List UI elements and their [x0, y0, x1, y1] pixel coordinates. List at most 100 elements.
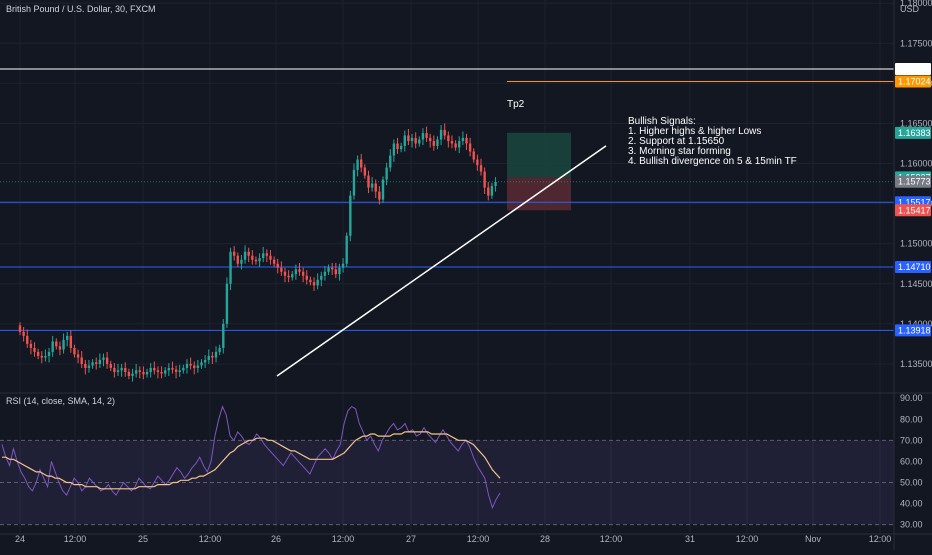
- candle-body: [98, 359, 102, 364]
- price-tag-label: 1.15773: [898, 177, 931, 187]
- candle-body: [207, 355, 210, 360]
- candle-body: [272, 259, 276, 264]
- candle-body: [44, 355, 47, 358]
- candle-body: [374, 183, 377, 192]
- candle-body: [291, 274, 294, 278]
- candle-body: [287, 275, 290, 278]
- candle-body: [124, 367, 127, 372]
- candle-body: [341, 263, 345, 268]
- candle-body: [178, 370, 181, 372]
- candle-body: [316, 279, 319, 286]
- time-tick-label: 12:00: [600, 534, 623, 544]
- candle-body: [69, 335, 73, 348]
- candle-body: [138, 370, 141, 372]
- candle-body: [174, 369, 178, 372]
- time-tick-label: 12:00: [467, 534, 490, 544]
- candle-body: [225, 283, 229, 324]
- candle-body: [156, 370, 160, 372]
- candle-body: [84, 363, 87, 368]
- candle-body: [363, 167, 367, 176]
- note-title: Bullish Signals:: [628, 116, 696, 127]
- candle-body: [203, 359, 207, 363]
- horizontal-lines: [0, 68, 894, 331]
- candle-body: [312, 282, 316, 286]
- candle-body: [432, 141, 436, 146]
- candle-body: [211, 355, 214, 358]
- candle-body: [490, 185, 494, 196]
- candle-body: [218, 347, 221, 352]
- price-tick-label: 1.18000: [900, 0, 932, 8]
- candle-body: [232, 251, 236, 256]
- candle-body: [334, 269, 338, 275]
- candle-body: [301, 271, 305, 276]
- candle-body: [428, 137, 432, 142]
- rsi-ma-line: [2, 431, 501, 490]
- candle-body: [468, 143, 472, 152]
- candle-body: [40, 355, 43, 358]
- candle-body: [454, 143, 457, 148]
- price-tick-label: 1.13500: [900, 359, 932, 369]
- candle-body: [153, 367, 156, 371]
- tp2-label: Tp2: [507, 99, 525, 110]
- candle-body: [421, 133, 425, 140]
- candle-body: [62, 339, 65, 350]
- candle-body: [189, 363, 192, 366]
- candle-body: [280, 267, 283, 272]
- candle-body: [414, 137, 417, 144]
- candle-body: [145, 371, 149, 375]
- candle-body: [392, 143, 396, 156]
- candle-body: [262, 253, 265, 259]
- candle-body: [131, 373, 134, 376]
- candle-body: [185, 363, 189, 368]
- rsi-tick-label: 80.00: [900, 414, 923, 424]
- candle-body: [276, 263, 279, 268]
- candle-body: [160, 371, 163, 374]
- candle-body: [254, 259, 258, 262]
- candle-body: [95, 362, 98, 364]
- candle-body: [305, 275, 308, 280]
- candle-body: [258, 258, 261, 262]
- time-tick-label: 12:00: [64, 534, 87, 544]
- candle-body: [265, 253, 269, 256]
- price-tag-label: 1.14710: [898, 262, 931, 272]
- candle-body: [360, 159, 363, 168]
- note-line-3: 3. Morning star forming: [628, 146, 731, 157]
- price-tag: [895, 62, 931, 75]
- candle-body: [309, 279, 312, 283]
- note-line-1: 1. Higher highs & higher Lows: [628, 126, 761, 137]
- rsi-tick-label: 50.00: [900, 477, 923, 487]
- candle-body: [458, 141, 461, 148]
- candle-body: [36, 351, 40, 356]
- candle-body: [73, 347, 76, 355]
- currency-label: USD: [900, 4, 920, 14]
- price-tag: [895, 126, 931, 139]
- candles: [18, 123, 497, 382]
- candle-body: [65, 335, 69, 340]
- time-tick-label: 27: [406, 534, 416, 544]
- candle-body: [269, 255, 272, 260]
- candle-body: [26, 335, 29, 344]
- time-tick-label: 12:00: [869, 534, 892, 544]
- rsi-title: RSI (14, close, SMA, 14, 2): [6, 396, 115, 406]
- time-tick-label: 12:00: [736, 534, 759, 544]
- price-tag: [895, 204, 931, 217]
- rsi-tick-label: 40.00: [900, 499, 923, 509]
- candle-body: [51, 341, 54, 352]
- time-tick-label: 26: [271, 534, 281, 544]
- candle-body: [338, 267, 341, 275]
- candle-body: [105, 357, 109, 364]
- candle-body: [439, 129, 443, 140]
- candle-body: [323, 271, 327, 276]
- candle-body: [298, 269, 301, 272]
- price-tag: [895, 175, 931, 188]
- note-line-4: 4. Bullish divergence on 5 & 15min TF: [628, 156, 797, 167]
- candle-body: [116, 370, 120, 372]
- candle-body: [407, 135, 410, 142]
- position-zones: [0, 132, 894, 211]
- candle-body: [240, 259, 243, 264]
- candle-body: [29, 343, 33, 348]
- chart-title: British Pound / U.S. Dollar, 30, FXCM: [6, 4, 156, 14]
- candle-body: [251, 255, 254, 260]
- price-tag-label: 1.15417: [898, 205, 931, 215]
